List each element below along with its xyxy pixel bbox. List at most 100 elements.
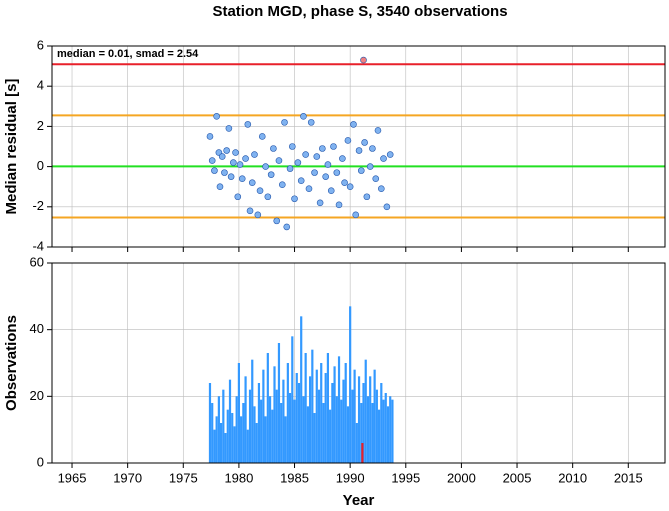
point [360, 56, 367, 64]
bar [326, 353, 330, 463]
point [289, 143, 296, 150]
point [316, 199, 324, 207]
point [333, 169, 341, 176]
x-tick-label: 1970 [113, 470, 142, 485]
point [246, 207, 254, 215]
point [244, 121, 252, 128]
bar [386, 406, 390, 463]
point [238, 175, 246, 182]
bar [284, 416, 287, 463]
bar [311, 349, 314, 463]
point [278, 181, 286, 188]
point [294, 159, 302, 166]
point [355, 147, 363, 154]
x-tick-label: 1985 [280, 470, 309, 485]
bar [320, 363, 323, 463]
point [230, 159, 237, 166]
y-tick-label: 40 [30, 321, 44, 336]
bar [344, 363, 347, 463]
point [254, 211, 262, 219]
bar [213, 429, 216, 463]
bar [309, 376, 312, 463]
bar [255, 423, 258, 463]
bar [220, 423, 223, 463]
bar [377, 409, 381, 463]
bar [246, 429, 249, 463]
x-tick-label: 2010 [558, 470, 587, 485]
bar [240, 416, 243, 463]
bar [224, 433, 227, 463]
point [225, 125, 233, 132]
point [232, 149, 239, 156]
bar [355, 423, 358, 463]
bar [288, 393, 292, 463]
bar [324, 373, 327, 463]
point [380, 155, 387, 162]
point [352, 211, 360, 219]
chart-title: Station MGD, phase S, 3540 observations [212, 3, 507, 20]
plot-frame [51, 262, 666, 464]
x-axis-label: Year [343, 492, 375, 509]
bar [389, 396, 392, 463]
point [297, 177, 305, 184]
bar [333, 366, 336, 463]
y-tick-label: -2 [32, 198, 44, 213]
point [319, 145, 326, 152]
point [270, 145, 277, 152]
point [363, 193, 371, 201]
bar [264, 416, 267, 463]
point [302, 151, 309, 158]
point [361, 139, 368, 146]
x-tick-label: 1980 [224, 470, 253, 485]
point [322, 173, 329, 180]
point [369, 145, 376, 152]
bar [235, 396, 238, 463]
bar [215, 416, 218, 463]
bar [317, 389, 321, 463]
bar [366, 396, 370, 463]
bar [233, 426, 236, 463]
point [221, 169, 228, 176]
point [223, 147, 230, 154]
x-tick-label: 1975 [169, 470, 198, 485]
y-tick-label: 60 [30, 254, 44, 269]
point [218, 153, 226, 160]
bar [306, 406, 309, 463]
bar [297, 383, 301, 463]
point [208, 157, 216, 164]
point [267, 171, 275, 178]
point [335, 201, 343, 209]
bar [384, 393, 387, 463]
bar [222, 389, 225, 463]
bar [335, 396, 338, 463]
bar [262, 369, 265, 463]
bar [228, 379, 232, 463]
x-tick-label: 1990 [336, 470, 365, 485]
point [305, 185, 313, 193]
point [211, 167, 218, 174]
bar [295, 373, 298, 463]
bar [300, 316, 303, 463]
bar [315, 369, 318, 463]
x-tick-label: 2000 [447, 470, 476, 485]
point [251, 151, 258, 158]
bar [248, 389, 252, 463]
point [262, 163, 269, 170]
bar [293, 399, 296, 463]
point [357, 167, 365, 174]
bar [362, 383, 365, 463]
point [339, 155, 346, 162]
point [327, 187, 335, 195]
y-tick-label: -4 [32, 238, 44, 253]
point [330, 143, 337, 150]
bar [275, 389, 278, 463]
y-tick-label: 4 [37, 78, 44, 93]
bar [322, 403, 325, 463]
point [273, 217, 281, 225]
bar [271, 409, 274, 463]
bar [371, 403, 374, 463]
point [291, 195, 298, 203]
plot-frame [51, 45, 666, 248]
bar [257, 383, 261, 463]
